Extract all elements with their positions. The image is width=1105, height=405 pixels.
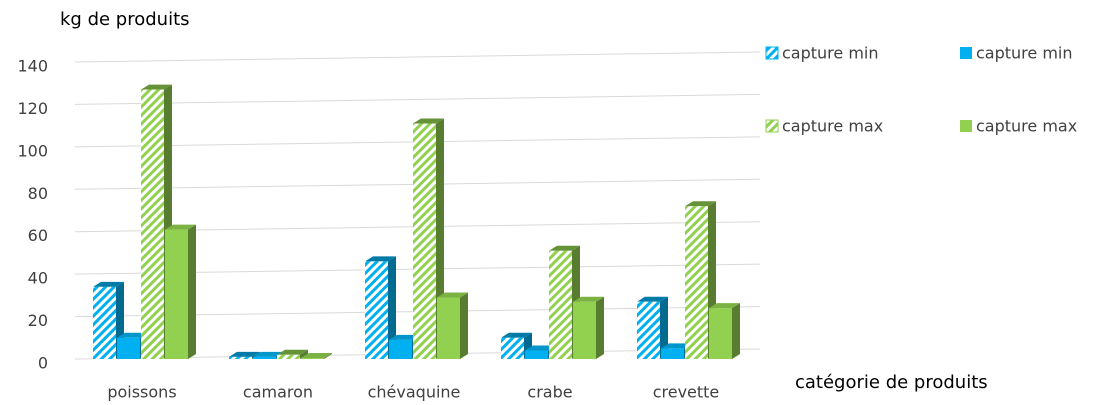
bar bbox=[685, 206, 708, 359]
x-tick-label: chévaquine bbox=[368, 383, 461, 402]
y-tick-label: 20 bbox=[28, 311, 48, 330]
bar-top bbox=[389, 334, 420, 340]
y-tick-label: 80 bbox=[28, 184, 48, 203]
bar bbox=[93, 286, 116, 359]
bar bbox=[141, 89, 164, 359]
x-tick-label: crabe bbox=[527, 383, 572, 402]
legend-label: capture min bbox=[976, 44, 1073, 63]
bar-top bbox=[501, 332, 532, 338]
bar bbox=[437, 297, 460, 359]
bar-top bbox=[165, 224, 196, 230]
y-tick-label: 140 bbox=[17, 57, 48, 76]
bar-top bbox=[365, 256, 396, 262]
bar bbox=[573, 301, 596, 359]
bar bbox=[637, 301, 660, 359]
bar-side bbox=[388, 256, 396, 359]
bar-side bbox=[188, 224, 196, 359]
bar bbox=[117, 337, 140, 359]
bar-side bbox=[324, 352, 332, 359]
y-tick-label: 100 bbox=[17, 141, 48, 160]
bar-top bbox=[253, 351, 284, 357]
y-tick-label: 60 bbox=[28, 226, 48, 245]
bar bbox=[229, 356, 252, 359]
bar-side bbox=[732, 303, 740, 359]
bar bbox=[365, 261, 388, 359]
bar-top bbox=[93, 281, 124, 287]
x-tick-label: crevette bbox=[653, 383, 720, 402]
grid-line bbox=[74, 93, 761, 105]
legend-swatch bbox=[960, 47, 972, 59]
bar bbox=[413, 123, 436, 360]
bar-top bbox=[709, 303, 740, 309]
legend-swatch bbox=[960, 120, 972, 132]
bar bbox=[389, 339, 412, 359]
bar-side bbox=[660, 296, 668, 359]
legend-label: capture max bbox=[976, 117, 1077, 136]
bar-top bbox=[413, 118, 444, 124]
bar-top bbox=[117, 332, 148, 338]
x-tick-label: camaron bbox=[243, 383, 313, 402]
bar-top bbox=[573, 296, 604, 302]
x-tick-label: poissons bbox=[107, 383, 176, 402]
bar bbox=[709, 308, 732, 359]
bar bbox=[549, 250, 572, 359]
legend-swatch bbox=[765, 46, 779, 60]
bar-top bbox=[525, 345, 556, 351]
bar-side bbox=[460, 292, 468, 359]
bar bbox=[301, 357, 324, 359]
bar bbox=[165, 229, 188, 359]
y-tick-label: 120 bbox=[17, 99, 48, 118]
bar-top bbox=[277, 349, 308, 355]
bar bbox=[525, 350, 548, 359]
x-axis-title: catégorie de produits bbox=[795, 372, 988, 393]
bar-top bbox=[229, 351, 260, 357]
y-tick-label: 0 bbox=[38, 354, 48, 373]
legend-label: capture max bbox=[782, 117, 883, 136]
bar bbox=[661, 348, 684, 359]
bar-top bbox=[685, 201, 716, 207]
bar bbox=[253, 356, 276, 359]
bar-top bbox=[437, 292, 468, 298]
grid-line bbox=[74, 51, 761, 63]
bar-top bbox=[549, 245, 580, 251]
bar bbox=[501, 337, 524, 359]
y-axis-title: kg de produits bbox=[60, 9, 190, 30]
legend-label: capture min bbox=[782, 44, 879, 63]
bar-top bbox=[661, 343, 692, 349]
bar-top bbox=[141, 84, 172, 90]
y-tick-label: 40 bbox=[28, 269, 48, 288]
legend-swatch bbox=[765, 119, 779, 133]
bar-top bbox=[301, 352, 332, 358]
bar bbox=[277, 354, 300, 359]
bar-side bbox=[300, 349, 308, 359]
bar-side bbox=[596, 296, 604, 359]
bar-top bbox=[637, 296, 668, 302]
